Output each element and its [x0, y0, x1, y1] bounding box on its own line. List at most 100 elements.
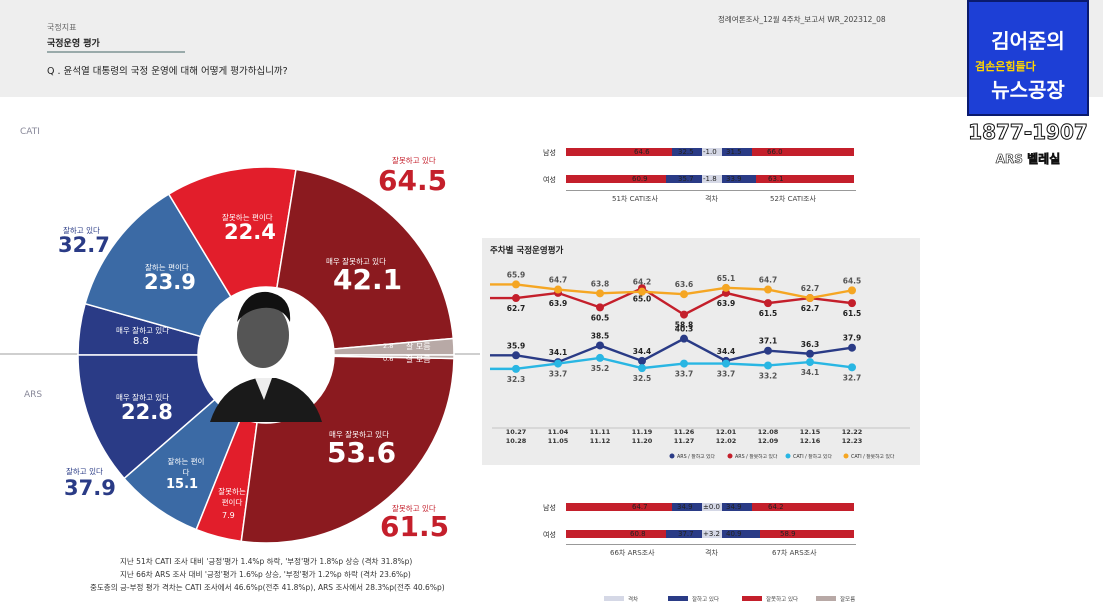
data-label: 32.5 [633, 374, 652, 383]
x-tick-label: 11.27 [674, 437, 695, 445]
ars-good-total-value: 37.9 [64, 476, 116, 500]
data-label: 61.5 [759, 309, 778, 318]
cur-bad-value: 58.9 [780, 530, 796, 538]
data-point [512, 294, 520, 303]
logo-line1: 김어준의 [991, 29, 1065, 53]
data-point [764, 346, 772, 355]
data-point [554, 359, 562, 368]
data-label: 64.7 [549, 276, 568, 285]
ars-very-good-value: 22.8 [121, 400, 173, 424]
cur-caption: 52차 CATI조사 [770, 195, 816, 203]
trend-chart: 35.9 34.1 38.5 34.4 40.3 34.4 37.1 36.3 37.9 62.7… [490, 270, 910, 460]
prev-good-value: 37.7 [678, 530, 694, 538]
legend-label: ARS / 잘하고 있다 [677, 453, 716, 460]
cur-bad-bar [756, 175, 854, 183]
data-label: 32.7 [843, 373, 862, 382]
cur-bad-bar [760, 530, 854, 538]
data-label: 36.3 [801, 340, 820, 349]
x-tick-label: 11.20 [632, 437, 653, 445]
cur-bad-value: 66.0 [767, 148, 783, 156]
data-label: 33.7 [549, 370, 568, 379]
legend-marker [669, 453, 675, 459]
data-point [638, 356, 646, 365]
footnote-1: 지난 51차 CATI 조사 대비 '긍정'평가 1.4%p 하락, '부정'평… [120, 557, 413, 566]
diff-caption: 격차 [705, 195, 718, 203]
section-label: 국정지표 [47, 23, 77, 32]
cati-very-bad-label: 매우 잘못하고 있다 [326, 257, 386, 266]
data-label: 37.9 [843, 334, 862, 343]
data-label: 64.7 [759, 276, 778, 285]
prev-good-bar [672, 503, 702, 511]
cati-bad-total-label: 잘못하고 있다 [392, 156, 436, 165]
data-label: 63.9 [549, 299, 568, 308]
data-label: 33.7 [717, 370, 736, 379]
x-tick-label: 12.16 [800, 437, 821, 445]
legend-label-dk: 잘모름 [840, 597, 856, 603]
footnote-3: 중도층의 긍-부정 평가 격차는 CATI 조사에서 46.6%p(전주 41.… [90, 583, 445, 592]
cati-good-total-value: 32.7 [58, 233, 110, 257]
header-band [0, 0, 1103, 97]
data-label: 62.7 [507, 304, 526, 313]
diff-caption: 격차 [705, 549, 718, 557]
footnote-2: 지난 66차 ARS 조사 대비 '긍정'평가 1.6%p 상승, '부정'평가… [120, 570, 411, 579]
x-tick-label: 12.22 [842, 428, 863, 436]
diff-bar [702, 175, 722, 183]
data-label: 61.5 [843, 309, 862, 318]
cur-good-value: 31.5 [726, 148, 742, 156]
x-tick-label: 12.08 [758, 428, 779, 436]
cati-dk-label: 잘 모름 [406, 342, 431, 351]
data-point [680, 359, 688, 368]
diff-bar [702, 503, 722, 511]
cur-bad-value: 64.2 [768, 503, 784, 511]
data-point [554, 285, 562, 294]
data-label: 58.8 [675, 321, 694, 330]
data-label: 64.2 [633, 278, 652, 287]
data-label: 34.1 [549, 348, 568, 357]
legend-marker [843, 453, 849, 459]
x-tick-label: 11.19 [632, 428, 653, 436]
diff-value: -1.8 [703, 175, 717, 183]
x-tick-label: 12.01 [716, 428, 737, 436]
gender-row-label: 여성 [543, 531, 556, 539]
ars-very-bad-value: 53.6 [327, 436, 397, 469]
caption-rule [566, 544, 856, 545]
x-tick-label: 10.27 [506, 428, 527, 436]
ars-bad-total-value: 61.5 [380, 510, 450, 543]
cur-bad-bar [752, 148, 854, 156]
ars-side-label: ARS [24, 390, 43, 400]
diff-value: ±0.0 [703, 503, 720, 511]
cati-side-label: CATI [20, 127, 40, 137]
prev-good-value: 34.9 [677, 503, 693, 511]
data-label: 38.5 [591, 331, 610, 340]
data-point [848, 343, 856, 352]
data-label: 35.9 [507, 341, 526, 350]
cati-some-bad-label: 잘못하는 편이다 [222, 213, 273, 222]
prev-bad-value: 60.9 [632, 175, 648, 183]
data-point [512, 280, 520, 289]
donut-chart [77, 166, 455, 544]
gender-row-label: 여성 [543, 176, 556, 184]
data-label: 34.4 [717, 347, 736, 356]
prev-bad-value: 60.8 [630, 530, 646, 538]
gender-row-label: 남성 [543, 504, 556, 512]
data-point [638, 287, 646, 296]
data-label: 34.1 [801, 368, 820, 377]
data-point [680, 310, 688, 319]
data-label: 35.2 [591, 364, 610, 373]
show-logo: 김어준의 겸손은힘들다 뉴스공장 [967, 0, 1089, 116]
ars-some-bad-label: 잘못하는 편이다 [218, 487, 246, 507]
caption-rule [566, 190, 856, 191]
data-label: 40.3 [675, 325, 694, 334]
x-tick-label: 11.26 [674, 428, 695, 436]
data-label: 60.5 [591, 313, 610, 322]
ars-good-total-label: 잘하고 있다 [66, 467, 103, 476]
prev-good-value: 35.7 [678, 175, 694, 183]
prev-good-bar [672, 148, 702, 156]
legend-label: CATI / 잘하고 있다 [793, 453, 832, 460]
logo-sub-label: ARS 벨레실 [995, 152, 1061, 167]
ars-very-bad-label: 매우 잘못하고 있다 [329, 430, 389, 439]
diff-bar [702, 148, 722, 156]
data-label: 62.7 [801, 304, 820, 313]
data-label: 63.6 [675, 280, 694, 289]
prev-bad-bar [566, 503, 672, 511]
